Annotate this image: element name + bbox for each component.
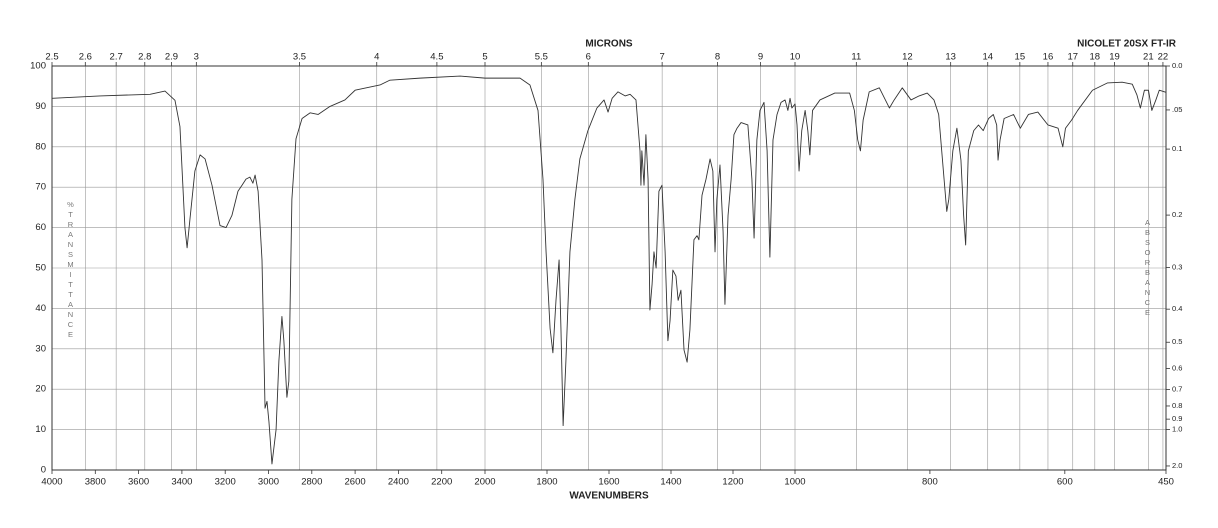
y2-axis-title: ABSORBANCE xyxy=(1143,218,1152,318)
y-tick-label: 10 xyxy=(35,424,46,435)
x2-tick-label: 11 xyxy=(851,52,861,63)
x2-tick-label: 12 xyxy=(902,52,913,63)
x2-tick-label: 8 xyxy=(715,52,720,63)
y2-tick-label: 0.1 xyxy=(1172,144,1182,153)
x-tick-label: 3600 xyxy=(128,477,149,488)
x-tick-label: 3000 xyxy=(258,477,279,488)
y2-tick-label: 0.4 xyxy=(1172,304,1182,313)
x-tick-label: 800 xyxy=(922,477,938,488)
chart-title: NICOLET 20SX FT-IR xyxy=(1077,39,1177,50)
x2-tick-label: 5 xyxy=(482,52,487,63)
y2-tick-label: 0.2 xyxy=(1172,210,1182,219)
x-axis-title: WAVENUMBERS xyxy=(569,491,649,502)
x2-tick-label: 4.5 xyxy=(430,52,443,63)
x2-tick-label: 2.9 xyxy=(165,52,178,63)
x2-tick-label: 4 xyxy=(374,52,379,63)
y2-tick-label: 0.3 xyxy=(1172,263,1182,272)
y2-tick-label: 0.5 xyxy=(1172,337,1182,346)
plot-frame xyxy=(51,65,1167,471)
x-tick-label: 3800 xyxy=(85,477,106,488)
y2-tick-label: .05 xyxy=(1172,105,1182,114)
x2-tick-label: 9 xyxy=(758,52,763,63)
x-tick-label: 1600 xyxy=(598,477,619,488)
x2-tick-label: 3.5 xyxy=(293,52,306,63)
y2-tick-label: 0.0 xyxy=(1172,61,1182,70)
y-tick-label: 50 xyxy=(35,263,46,274)
y-tick-label: 100 xyxy=(30,61,46,72)
y-tick-label: 60 xyxy=(35,222,46,233)
x2-tick-label: 2.5 xyxy=(45,52,58,63)
x2-tick-label: 7 xyxy=(659,52,664,63)
x2-tick-label: 2.7 xyxy=(110,52,123,63)
x2-tick-label: 21 xyxy=(1143,52,1154,63)
y-tick-label: 80 xyxy=(35,141,46,152)
x2-tick-label: 22 xyxy=(1158,52,1169,63)
x-tick-label: 3400 xyxy=(171,477,192,488)
y2-tick-label: 1.0 xyxy=(1172,425,1182,434)
x-tick-label: 1800 xyxy=(536,477,557,488)
x2-tick-label: 2.8 xyxy=(138,52,151,63)
y-tick-label: 70 xyxy=(35,182,46,193)
y-tick-label: 40 xyxy=(35,303,46,314)
y2-tick-label: 0.7 xyxy=(1172,384,1182,393)
x-tick-label: 2600 xyxy=(345,477,366,488)
y-axis-title: %TRANSMITTANCE xyxy=(66,200,75,340)
x-tick-label: 1000 xyxy=(784,477,805,488)
x2-tick-label: 5.5 xyxy=(535,52,548,63)
x-tick-label: 2800 xyxy=(301,477,322,488)
x2-tick-label: 17 xyxy=(1067,52,1078,63)
x2-tick-label: 18 xyxy=(1090,52,1101,63)
y2-tick-label: 0.8 xyxy=(1172,401,1182,410)
x2-tick-label: 15 xyxy=(1015,52,1026,63)
y2-tick-label: 2.0 xyxy=(1172,461,1182,470)
x2-tick-label: 16 xyxy=(1043,52,1054,63)
x2-tick-label: 13 xyxy=(945,52,956,63)
x-tick-label: 4000 xyxy=(41,477,62,488)
y-tick-label: 90 xyxy=(35,101,46,112)
y-tick-label: 30 xyxy=(35,343,46,354)
x2-tick-label: 10 xyxy=(790,52,801,63)
x2-tick-label: 3 xyxy=(194,52,199,63)
x-tick-label: 2000 xyxy=(474,477,495,488)
x2-tick-label: 2.6 xyxy=(79,52,92,63)
y2-tick-label: 0.6 xyxy=(1172,364,1182,373)
x2-axis-title: MICRONS xyxy=(585,39,633,50)
x2-tick-label: 19 xyxy=(1109,52,1120,63)
x2-tick-label: 14 xyxy=(982,52,993,63)
x-tick-label: 1200 xyxy=(722,477,743,488)
y2-tick-label: 0.9 xyxy=(1172,414,1182,423)
x-tick-label: 2200 xyxy=(431,477,452,488)
x2-tick-label: 6 xyxy=(586,52,591,63)
x-tick-label: 3200 xyxy=(215,477,236,488)
spectrum-line xyxy=(51,75,1167,465)
x-tick-label: 600 xyxy=(1057,477,1073,488)
x-tick-label: 1400 xyxy=(660,477,681,488)
y-tick-label: 20 xyxy=(35,384,46,395)
x-tick-label: 450 xyxy=(1158,477,1174,488)
y-tick-label: 0 xyxy=(41,465,46,476)
x-tick-label: 2400 xyxy=(388,477,409,488)
